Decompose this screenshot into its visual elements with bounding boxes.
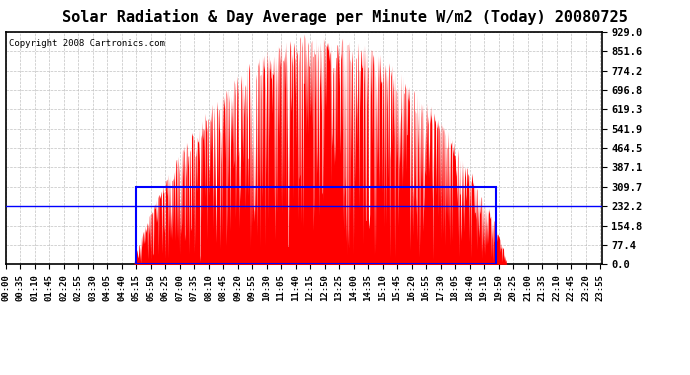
Text: Solar Radiation & Day Average per Minute W/m2 (Today) 20080725: Solar Radiation & Day Average per Minute…	[62, 9, 628, 26]
Bar	[136, 187, 496, 264]
Text: Copyright 2008 Cartronics.com: Copyright 2008 Cartronics.com	[8, 39, 164, 48]
